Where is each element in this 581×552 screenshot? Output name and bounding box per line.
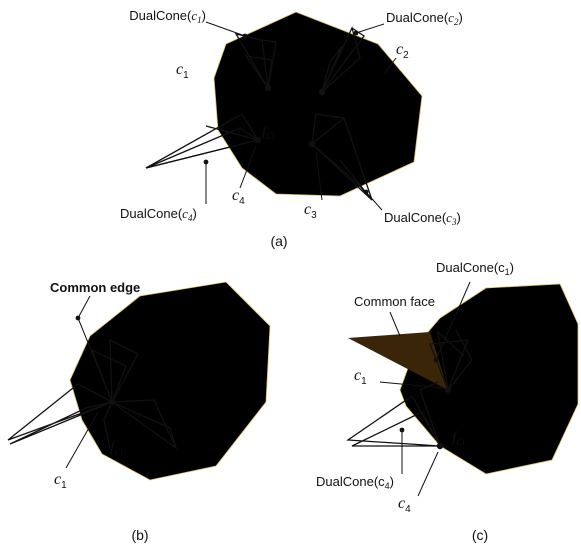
panel-b: Common edge c1 fCl (b) — [7, 280, 271, 543]
label-c-face: fCl — [452, 430, 465, 447]
label-b-face: fCl — [110, 440, 123, 457]
label-a-dualcone-c1: DualCone(c1) — [129, 8, 206, 25]
panel-a: DualCone(c1) DualCone(c2) DualCone(c3) D… — [120, 8, 463, 249]
leader-a-cone-c3 — [365, 191, 383, 211]
caption-b: (b) — [131, 527, 148, 543]
polytope-c-edges — [399, 283, 579, 475]
leader-a-c4 — [239, 145, 257, 189]
label-a-c3: c3 — [304, 201, 317, 221]
corner-a-c2-point — [318, 88, 326, 96]
label-a-c4: c4 — [232, 187, 245, 207]
label-c-c4: c4 — [398, 495, 411, 515]
leader-c-dualcone-c1-dot — [433, 357, 439, 363]
label-a-c2: c2 — [396, 41, 409, 61]
polytope-b — [69, 281, 271, 481]
leader-a-cone-c3-dot — [363, 189, 369, 195]
leader-c-common-face — [389, 311, 401, 337]
corner-c-c4-point — [436, 442, 444, 450]
leader-a-c3 — [315, 151, 323, 201]
dual-cone-a-c1 — [234, 33, 277, 89]
leader-c-dualcone-c1 — [435, 281, 471, 361]
label-c-dualcone-c4: DualCone(c4) — [316, 474, 394, 491]
leader-c-c1 — [379, 381, 445, 389]
caption-c: (c) — [472, 527, 488, 543]
leader-c-c4 — [417, 451, 439, 497]
leader-a-cone-c2-dot — [353, 30, 359, 36]
leader-b-common-edge — [77, 295, 91, 319]
label-c-common-face: Common face — [354, 294, 435, 309]
polytope-a-edges — [213, 11, 423, 197]
label-a-c1: c1 — [176, 61, 189, 81]
label-c-dualcone-c1: DualCone(c1) — [436, 260, 514, 277]
caption-a: (a) — [270, 233, 287, 249]
leader-a-cone-c1-dot — [242, 33, 248, 39]
leader-b-c1 — [65, 411, 99, 469]
panel-c: DualCone(c1) Common face c1 DualCone(c4)… — [316, 260, 579, 543]
label-c-c1: c1 — [354, 367, 367, 387]
polytope-a — [213, 11, 423, 197]
corner-a-c3-point — [308, 140, 316, 148]
polytope-c — [399, 283, 579, 475]
polytope-b-edges — [69, 281, 271, 481]
leader-a-cone-c1 — [205, 21, 246, 37]
leader-a-c2 — [383, 57, 397, 75]
dual-cone-c-c1 — [429, 329, 473, 391]
label-b-common-edge: Common edge — [50, 280, 140, 295]
label-b-c1: c1 — [54, 471, 67, 491]
common-face-c — [348, 332, 448, 390]
corner-a-c1-point — [264, 84, 272, 92]
label-a-face: fCl — [262, 124, 275, 141]
corner-a-c4-point — [254, 136, 262, 144]
leader-a-cone-c4-dot — [203, 159, 209, 165]
label-a-dualcone-c2: DualCone(c2) — [386, 10, 463, 27]
label-a-dualcone-c4: DualCone(c4) — [120, 206, 197, 223]
leader-a-cone-c2 — [355, 23, 385, 34]
leader-b-common-edge-2 — [77, 317, 113, 403]
corner-c-c1-point — [444, 386, 452, 394]
label-a-dualcone-c3: DualCone(c3) — [384, 210, 461, 227]
leader-c-dualcone-c4-dot — [399, 427, 405, 433]
